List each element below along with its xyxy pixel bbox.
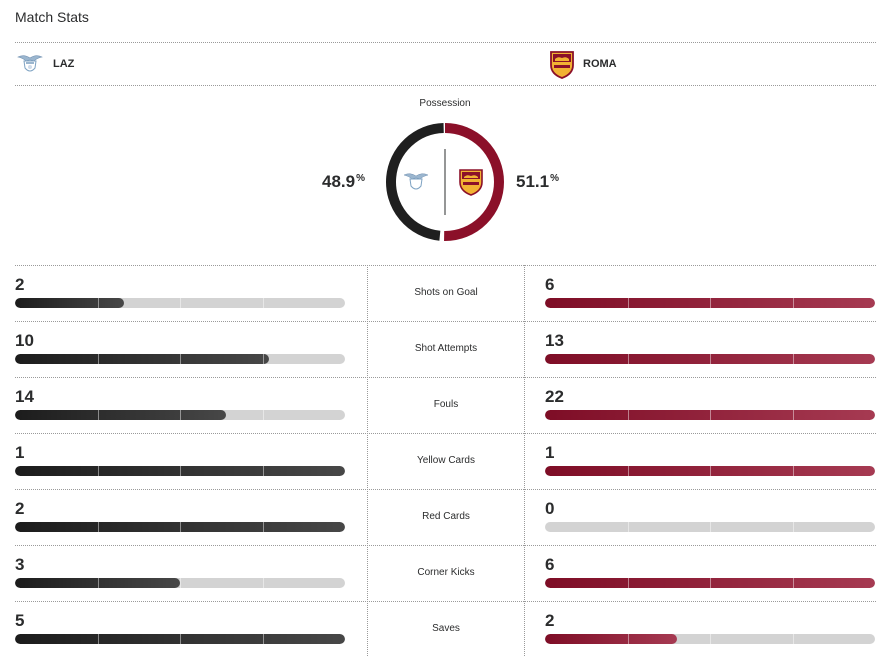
roma-crest-icon bbox=[459, 169, 483, 196]
bar-tick bbox=[792, 522, 794, 532]
percent-unit: % bbox=[356, 173, 365, 184]
home-possession-arc bbox=[386, 123, 504, 241]
stat-label: Red Cards bbox=[367, 489, 525, 544]
away-stat-value: 22 bbox=[545, 387, 564, 406]
bar-ticks bbox=[545, 522, 875, 532]
away-stat-bar-fill bbox=[545, 466, 875, 476]
home-possession-value: 48.9% bbox=[322, 172, 365, 192]
away-stat-bar-fill bbox=[545, 354, 875, 364]
bar-tick bbox=[262, 578, 264, 588]
bar-tick bbox=[627, 522, 629, 532]
roma-crest-icon bbox=[549, 49, 575, 79]
divider bbox=[15, 42, 876, 43]
away-stat-bar-fill bbox=[545, 634, 677, 644]
stat-row: 2 Red Cards 0 bbox=[15, 489, 876, 544]
home-stat-value: 10 bbox=[15, 331, 34, 350]
stat-label: Shot Attempts bbox=[367, 321, 525, 376]
home-possession-number: 48.9 bbox=[322, 172, 356, 191]
stat-label: Saves bbox=[367, 601, 525, 656]
home-stat-value: 1 bbox=[15, 443, 25, 462]
home-stat-value: 2 bbox=[15, 499, 25, 518]
away-stat-bar bbox=[545, 522, 875, 532]
stat-row: 1 Yellow Cards 1 bbox=[15, 433, 876, 488]
home-stat-value: 2 bbox=[15, 275, 25, 294]
home-stat-bar bbox=[15, 298, 345, 308]
stat-row: 2 Shots on Goal 6 bbox=[15, 265, 876, 320]
stat-label: Shots on Goal bbox=[367, 265, 525, 320]
away-stat-bar bbox=[545, 354, 875, 364]
away-stat-bar bbox=[545, 410, 875, 420]
away-possession-arc bbox=[386, 123, 504, 241]
home-stat-bar-fill bbox=[15, 298, 124, 308]
divider bbox=[15, 489, 876, 490]
away-possession-number: 51.1 bbox=[516, 172, 550, 191]
divider bbox=[15, 601, 876, 602]
home-stat-bar-fill bbox=[15, 634, 345, 644]
lazio-crest-icon bbox=[403, 173, 429, 190]
home-stat-bar bbox=[15, 354, 345, 364]
away-team-abbr: ROMA bbox=[583, 58, 617, 70]
away-stat-bar-fill bbox=[545, 578, 875, 588]
away-stat-value: 0 bbox=[545, 499, 555, 518]
home-team-abbr: LAZ bbox=[53, 58, 75, 70]
away-stat-bar bbox=[545, 578, 875, 588]
stat-label: Corner Kicks bbox=[367, 545, 525, 600]
away-stat-bar-fill bbox=[545, 410, 875, 420]
home-stat-value: 14 bbox=[15, 387, 34, 406]
away-stat-bar bbox=[545, 634, 875, 644]
home-stat-value: 5 bbox=[15, 611, 25, 630]
away-stat-value: 6 bbox=[545, 555, 555, 574]
away-stat-bar-fill bbox=[545, 298, 875, 308]
away-stat-bar bbox=[545, 466, 875, 476]
bar-tick bbox=[792, 634, 794, 644]
away-stat-value: 13 bbox=[545, 331, 564, 350]
divider bbox=[15, 321, 876, 322]
home-stat-bar bbox=[15, 634, 345, 644]
home-stat-bar-fill bbox=[15, 410, 227, 420]
bar-tick bbox=[180, 578, 181, 588]
stat-row: 14 Fouls 22 bbox=[15, 377, 876, 432]
divider bbox=[15, 265, 876, 266]
divider bbox=[15, 85, 876, 86]
possession-donut bbox=[386, 123, 504, 241]
bar-tick bbox=[180, 298, 181, 308]
bar-tick bbox=[710, 522, 711, 532]
stat-row: 10 Shot Attempts 13 bbox=[15, 321, 876, 376]
away-stat-value: 1 bbox=[545, 443, 555, 462]
home-team: LAZ bbox=[15, 48, 74, 80]
divider bbox=[15, 433, 876, 434]
match-stats-title: Match Stats bbox=[15, 9, 89, 25]
home-stat-bar-fill bbox=[15, 354, 270, 364]
bar-tick bbox=[262, 298, 264, 308]
home-stat-bar bbox=[15, 578, 345, 588]
home-stat-bar bbox=[15, 466, 345, 476]
home-stat-value: 3 bbox=[15, 555, 25, 574]
away-stat-bar bbox=[545, 298, 875, 308]
stat-label: Yellow Cards bbox=[367, 433, 525, 488]
divider bbox=[15, 377, 876, 378]
home-stat-bar-fill bbox=[15, 466, 345, 476]
away-possession-value: 51.1% bbox=[516, 172, 559, 192]
home-stat-bar-fill bbox=[15, 578, 180, 588]
away-team: ROMA bbox=[549, 48, 617, 80]
divider bbox=[15, 545, 876, 546]
away-stat-value: 2 bbox=[545, 611, 555, 630]
bar-tick bbox=[262, 410, 264, 420]
stat-label: Fouls bbox=[367, 377, 525, 432]
home-stat-bar-fill bbox=[15, 522, 345, 532]
percent-unit: % bbox=[550, 173, 559, 184]
home-stat-bar bbox=[15, 410, 345, 420]
bar-tick bbox=[710, 634, 711, 644]
stat-row: 3 Corner Kicks 6 bbox=[15, 545, 876, 600]
possession-label: Possession bbox=[419, 98, 471, 109]
home-stat-bar bbox=[15, 522, 345, 532]
stat-row: 5 Saves 2 bbox=[15, 601, 876, 656]
away-stat-value: 6 bbox=[545, 275, 555, 294]
lazio-crest-icon bbox=[15, 49, 45, 79]
